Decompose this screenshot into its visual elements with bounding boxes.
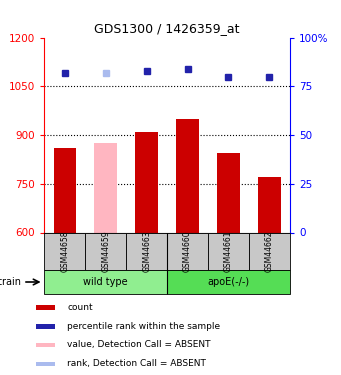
Text: GSM44660: GSM44660 [183, 230, 192, 272]
Text: percentile rank within the sample: percentile rank within the sample [67, 322, 220, 331]
Text: GSM44661: GSM44661 [224, 230, 233, 272]
Bar [208, 232, 249, 270]
Text: rank, Detection Call = ABSENT: rank, Detection Call = ABSENT [67, 359, 206, 368]
Bar [36, 343, 55, 347]
Bar [44, 232, 85, 270]
Bar [36, 305, 55, 310]
Bar [249, 232, 290, 270]
Bar [85, 232, 126, 270]
Bar [36, 362, 55, 366]
Bar [176, 119, 199, 232]
Text: value, Detection Call = ABSENT: value, Detection Call = ABSENT [67, 340, 211, 350]
Bar [94, 143, 117, 232]
Bar [135, 132, 158, 232]
Bar [167, 232, 208, 270]
Text: GSM44658: GSM44658 [60, 230, 69, 272]
Bar [167, 270, 290, 294]
Bar [54, 148, 76, 232]
Bar [258, 177, 281, 232]
Text: count: count [67, 303, 93, 312]
Text: GSM44659: GSM44659 [101, 230, 110, 272]
Text: wild type: wild type [84, 277, 128, 287]
Text: strain: strain [0, 277, 22, 287]
Text: GSM44662: GSM44662 [265, 230, 274, 272]
Title: GDS1300 / 1426359_at: GDS1300 / 1426359_at [94, 22, 240, 35]
Bar [44, 270, 167, 294]
Text: apoE(-/-): apoE(-/-) [207, 277, 250, 287]
Bar [126, 232, 167, 270]
Text: GSM44663: GSM44663 [142, 230, 151, 272]
Bar [217, 153, 240, 232]
Bar [36, 324, 55, 328]
